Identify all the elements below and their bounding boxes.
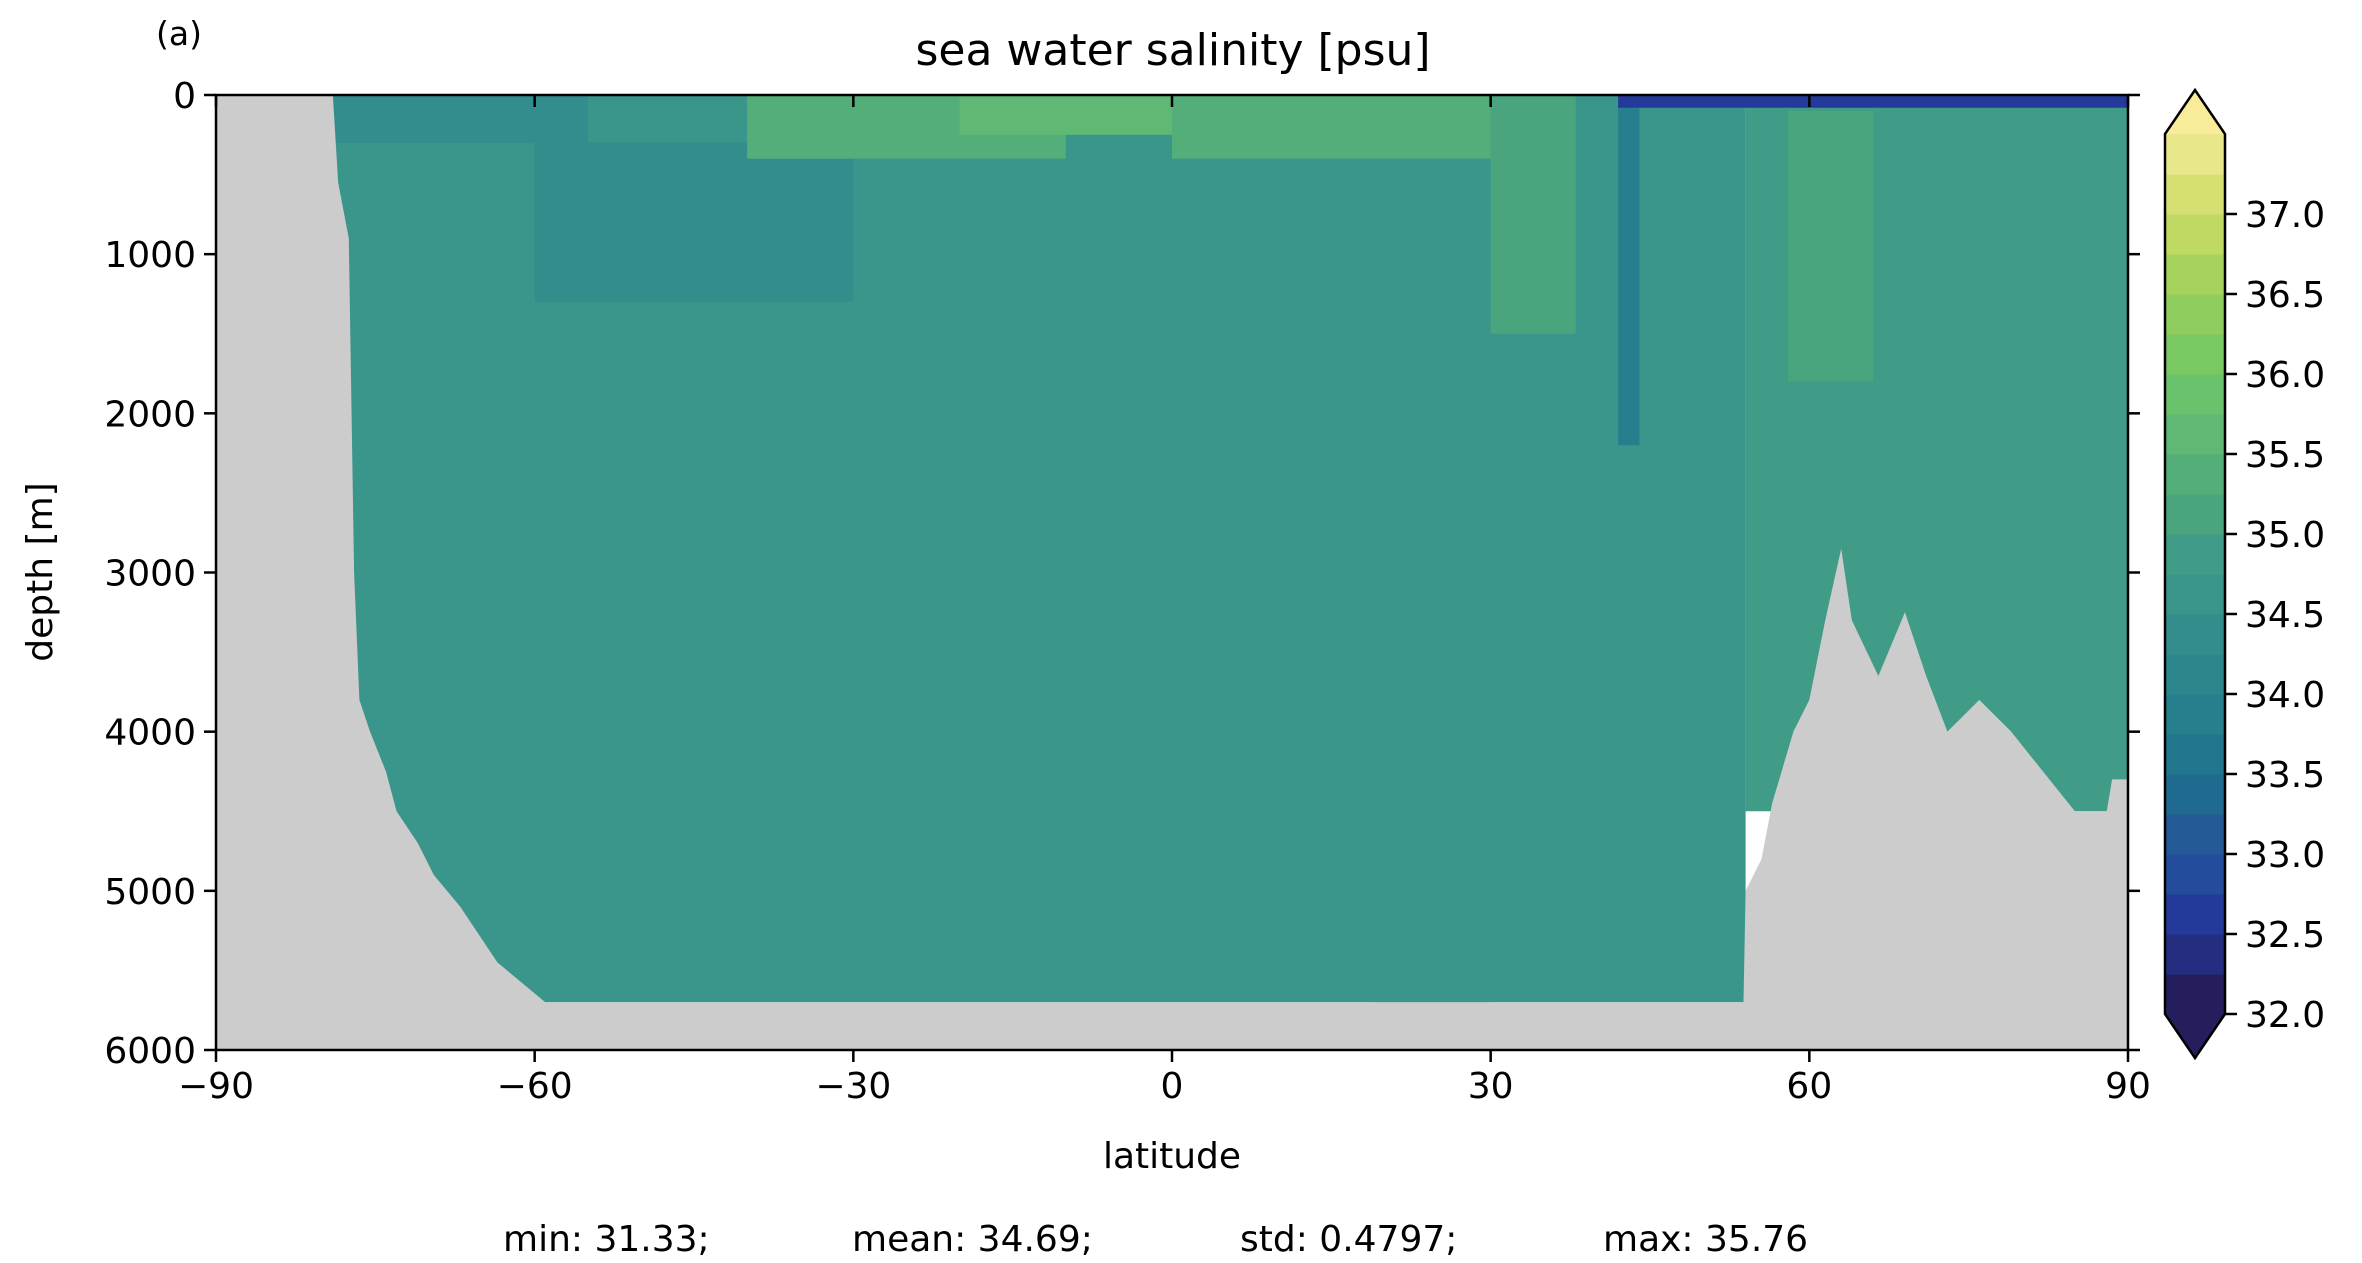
colorbar-level — [2165, 493, 2225, 535]
y-axis: 0 1000 2000 3000 4000 5000 6000 — [104, 76, 2140, 1072]
colorbar-tick-label: 36.5 — [2245, 275, 2325, 316]
colorbar-level — [2165, 453, 2225, 495]
y-tick-label: 1000 — [104, 235, 196, 276]
colorbar-level — [2165, 293, 2225, 335]
colorbar-level — [2165, 933, 2225, 975]
colorbar-level — [2165, 613, 2225, 655]
colorbar-tick-label: 32.0 — [2245, 995, 2325, 1036]
colorbar-tick-label: 34.5 — [2245, 595, 2325, 636]
salinity-region-12 — [1618, 95, 2128, 108]
colorbar-level — [2165, 133, 2225, 175]
colorbar-tick-label: 33.0 — [2245, 835, 2325, 876]
colorbar-level — [2165, 213, 2225, 255]
stat-mean: mean: 34.69; — [852, 1219, 1093, 1260]
salinity-field — [332, 95, 2128, 1003]
x-tick-label: 60 — [1786, 1066, 1832, 1107]
colorbar-extend-high — [2165, 90, 2225, 134]
colorbar-level — [2165, 813, 2225, 855]
colorbar-level — [2165, 173, 2225, 215]
colorbar-tick-label: 34.0 — [2245, 675, 2325, 716]
colorbar-tick-label: 37.0 — [2245, 195, 2325, 236]
stat-min: min: 31.33; — [503, 1219, 710, 1260]
colorbar-tick-label: 35.0 — [2245, 515, 2325, 556]
colorbar-level — [2165, 533, 2225, 575]
y-tick-label: 4000 — [104, 713, 196, 754]
colorbar-level — [2165, 413, 2225, 455]
x-axis: −90 −60 −30 0 30 60 90 — [178, 95, 2151, 1107]
panel-label: (a) — [156, 14, 202, 53]
salinity-region-10 — [959, 95, 1172, 135]
colorbar-level — [2165, 973, 2225, 1015]
x-axis-label: latitude — [1103, 1136, 1241, 1177]
salinity-region-4 — [1490, 95, 1576, 334]
y-tick-label: 0 — [173, 76, 196, 117]
colorbar-level — [2165, 853, 2225, 895]
land-mask — [216, 95, 2128, 1050]
x-tick-label: −90 — [178, 1066, 254, 1107]
colorbar-level — [2165, 333, 2225, 375]
x-tick-label: −30 — [815, 1066, 891, 1107]
stat-max: max: 35.76 — [1603, 1219, 1808, 1260]
colorbar-tick-label: 35.5 — [2245, 435, 2325, 476]
colorbar-level — [2165, 573, 2225, 615]
x-tick-label: 0 — [1161, 1066, 1184, 1107]
salinity-region-11 — [1172, 95, 1491, 159]
colorbar-level — [2165, 373, 2225, 415]
stat-std: std: 0.4797; — [1240, 1219, 1457, 1260]
colorbar: 32.0 32.5 33.0 33.5 34.0 34.5 35.0 35.5 36.0 36.5… — [2163, 87, 2325, 1061]
colorbar-level — [2165, 893, 2225, 935]
y-tick-label: 5000 — [104, 872, 196, 913]
colorbar-tick-label: 36.0 — [2245, 355, 2325, 396]
colorbar-level — [2165, 253, 2225, 295]
salinity-region-6 — [534, 142, 854, 302]
chart-title: sea water salinity [psu] — [915, 25, 1430, 76]
colorbar-extend-low — [2165, 1014, 2225, 1058]
colorbar-tick-label: 33.5 — [2245, 755, 2325, 796]
colorbar-level — [2165, 653, 2225, 695]
colorbar-level — [2165, 773, 2225, 815]
salinity-region-8 — [332, 95, 588, 143]
x-tick-label: 90 — [2105, 1066, 2151, 1107]
x-tick-label: 30 — [1468, 1066, 1514, 1107]
colorbar-level — [2165, 733, 2225, 775]
colorbar-level — [2165, 693, 2225, 735]
colorbar-tick-label: 32.5 — [2245, 915, 2325, 956]
y-axis-label: depth [m] — [20, 482, 61, 661]
y-tick-label: 2000 — [104, 394, 196, 435]
salinity-region-7 — [1618, 95, 1640, 446]
y-tick-label: 6000 — [104, 1031, 196, 1072]
x-tick-label: −60 — [497, 1066, 573, 1107]
plot-area — [216, 95, 2128, 1050]
y-tick-label: 3000 — [104, 554, 196, 595]
salinity-region-5 — [1788, 110, 1874, 382]
